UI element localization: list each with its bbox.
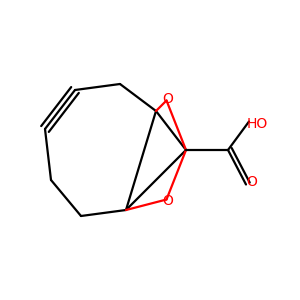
Text: O: O — [163, 194, 173, 208]
Text: O: O — [246, 175, 257, 188]
Text: HO: HO — [247, 118, 268, 131]
Text: O: O — [163, 92, 173, 106]
